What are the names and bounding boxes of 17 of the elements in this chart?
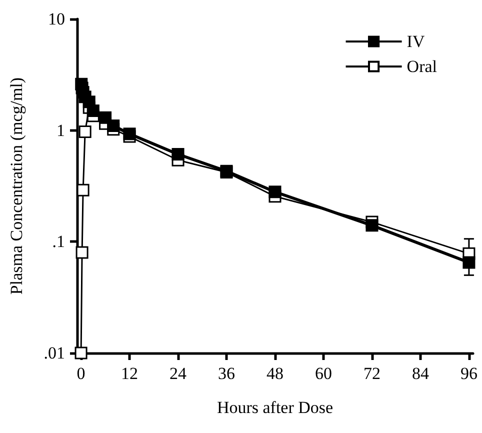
x-tick-label: 36: [218, 364, 236, 383]
legend-label: IV: [406, 32, 426, 51]
x-tick-label: 72: [363, 364, 380, 383]
y-tick-label: .01: [44, 344, 65, 362]
x-tick-label: 84: [412, 364, 430, 383]
y-tick-label: 1: [56, 120, 65, 140]
legend-label: Oral: [406, 57, 438, 76]
y-tick-label: .1: [52, 232, 65, 252]
y-tick-label: 10: [48, 10, 65, 28]
x-axis-title: Hours after Dose: [216, 398, 334, 417]
x-tick-label: 48: [266, 364, 284, 383]
x-tick-label: 24: [170, 364, 188, 383]
x-tick-label: 0: [76, 364, 86, 383]
y-axis-title: Plasma Concentration (mcg/ml): [7, 77, 26, 295]
x-tick-label: 60: [314, 364, 332, 383]
x-tick-label: 96: [460, 364, 478, 383]
x-tick-label: 12: [121, 364, 138, 383]
